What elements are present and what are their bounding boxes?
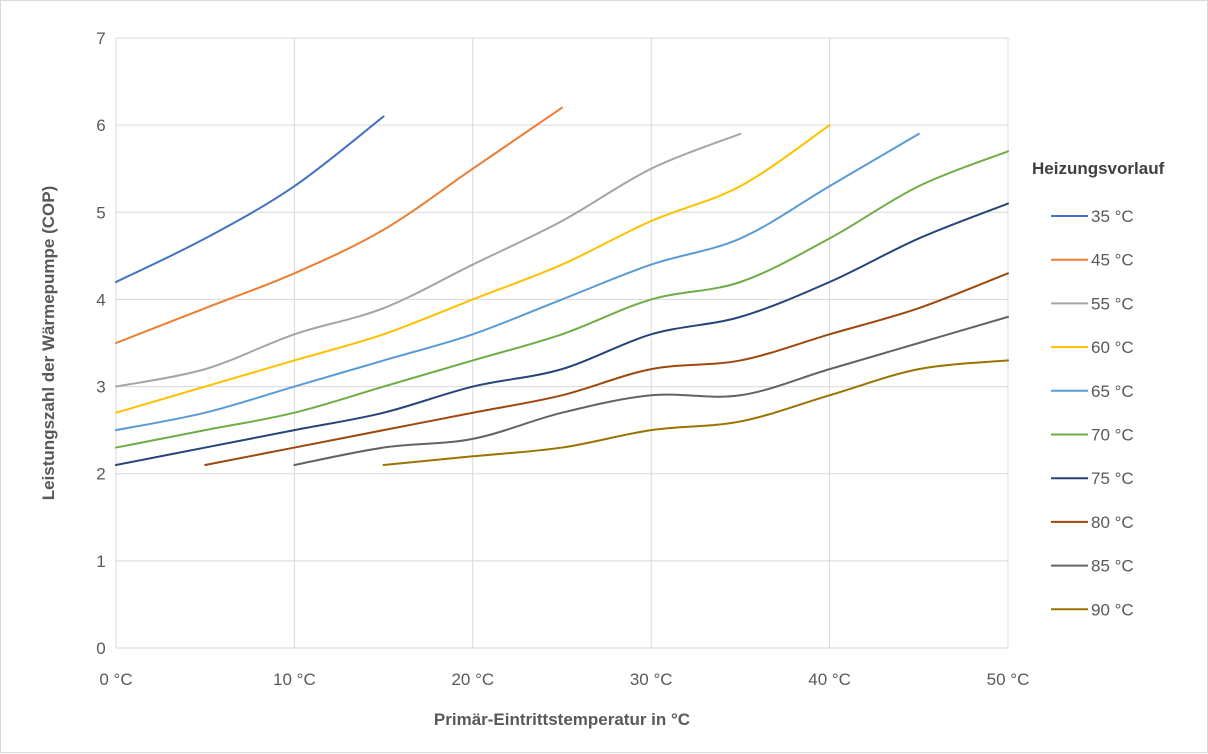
series-line-2 xyxy=(115,106,563,344)
series-line-6 xyxy=(115,150,1009,449)
y-tick-label: 4 xyxy=(96,290,105,309)
tick-layer: 0 1 2 3 4 5 6 7 0 °C 10 °C 20 °C 30 °C 40 °C 50 °C xyxy=(96,29,1029,689)
legend-label: 35 °C xyxy=(1091,207,1134,226)
series-line-9 xyxy=(293,315,1009,466)
legend-label: 80 °C xyxy=(1091,513,1134,532)
legend-label: 65 °C xyxy=(1091,382,1134,401)
x-tick-label: 0 °C xyxy=(99,670,132,689)
series-line-10 xyxy=(382,359,1009,466)
series-line-3 xyxy=(115,132,742,388)
series-line-4 xyxy=(115,124,831,414)
y-tick-label: 0 xyxy=(96,639,105,658)
series-line-7 xyxy=(115,202,1009,466)
x-tick-label: 30 °C xyxy=(630,670,673,689)
y-tick-label: 3 xyxy=(96,378,105,397)
series-line-5 xyxy=(115,132,920,432)
legend-title: Heizungsvorlauf xyxy=(1032,159,1165,178)
series-line-8 xyxy=(204,272,1009,466)
x-tick-label: 40 °C xyxy=(808,670,851,689)
x-tick-label: 10 °C xyxy=(273,670,316,689)
x-tick-label: 50 °C xyxy=(987,670,1030,689)
legend-label: 85 °C xyxy=(1091,557,1134,576)
legend-label: 90 °C xyxy=(1091,600,1134,619)
x-axis-title: Primär-Eintrittstemperatur in °C xyxy=(434,710,690,729)
legend-label: 55 °C xyxy=(1091,294,1134,313)
legend-label: 45 °C xyxy=(1091,251,1134,270)
legend-label: 60 °C xyxy=(1091,338,1134,357)
y-tick-label: 7 xyxy=(96,29,105,48)
grid-layer xyxy=(115,37,1009,649)
series-line-1 xyxy=(115,115,385,283)
x-tick-label: 20 °C xyxy=(451,670,494,689)
y-tick-label: 6 xyxy=(96,116,105,135)
y-tick-label: 2 xyxy=(96,465,105,484)
legend: Heizungsvorlauf 35 °C 45 °C 55 °C 60 °C 65 °… xyxy=(1032,159,1165,619)
y-tick-label: 1 xyxy=(96,552,105,571)
series-layer xyxy=(115,106,1009,466)
y-tick-label: 5 xyxy=(96,203,105,222)
y-axis-title: Leistungszahl der Wärmepumpe (COP) xyxy=(39,186,58,501)
legend-label: 70 °C xyxy=(1091,426,1134,445)
legend-label: 75 °C xyxy=(1091,469,1134,488)
